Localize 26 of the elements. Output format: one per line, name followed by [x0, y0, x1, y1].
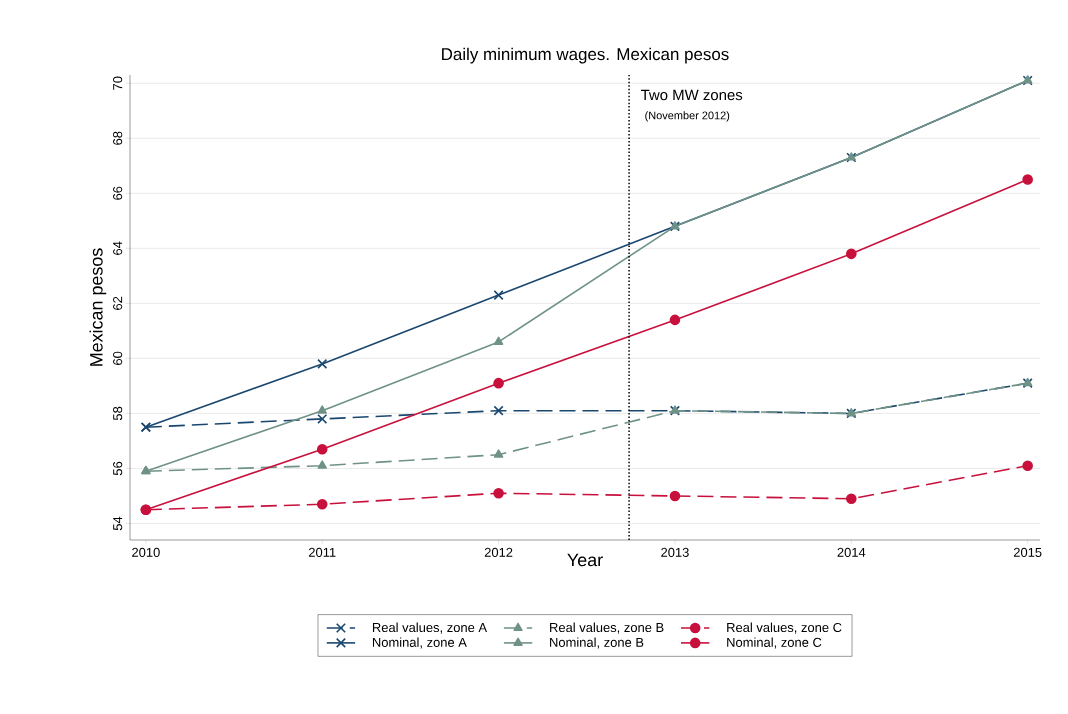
y-tick-label: 64 — [113, 241, 123, 255]
annotation: (November 2012) — [645, 111, 730, 122]
x-tick-label: 2015 — [1013, 547, 1042, 557]
x-tick-label: 2012 — [484, 547, 513, 557]
x-tick-label: 2014 — [837, 547, 866, 557]
x-tick-label: 2013 — [661, 547, 689, 557]
x-tick-label: 2010 — [132, 547, 160, 557]
ref-line-label: Two MW zones — [640, 89, 743, 101]
x-axis-title: Year — [567, 553, 603, 567]
y-axis-title: Mexican pesos — [89, 248, 107, 366]
legend-label: Real values, zone C — [727, 622, 842, 634]
legend-label: Nominal, zone C — [727, 637, 822, 649]
legend-label: Nominal, zone B — [550, 637, 644, 649]
y-tick-label: 70 — [113, 76, 123, 90]
x-tick-label: 2011 — [308, 547, 336, 557]
legend-label: Real values, zone B — [550, 622, 664, 634]
y-tick-label: 54 — [113, 516, 123, 531]
y-tick-label: 66 — [113, 186, 123, 200]
chart-title: Daily minimum wages. Mexican pesos — [442, 47, 729, 64]
y-tick-label: 56 — [113, 461, 123, 476]
legend-label: Real values, zone A — [372, 622, 488, 634]
y-tick-label: 62 — [113, 296, 123, 310]
legend-label: Nominal, zone A — [372, 637, 467, 649]
y-tick-label: 60 — [113, 351, 123, 365]
y-tick-label: 68 — [113, 131, 123, 145]
y-tick-label: 58 — [113, 406, 123, 421]
